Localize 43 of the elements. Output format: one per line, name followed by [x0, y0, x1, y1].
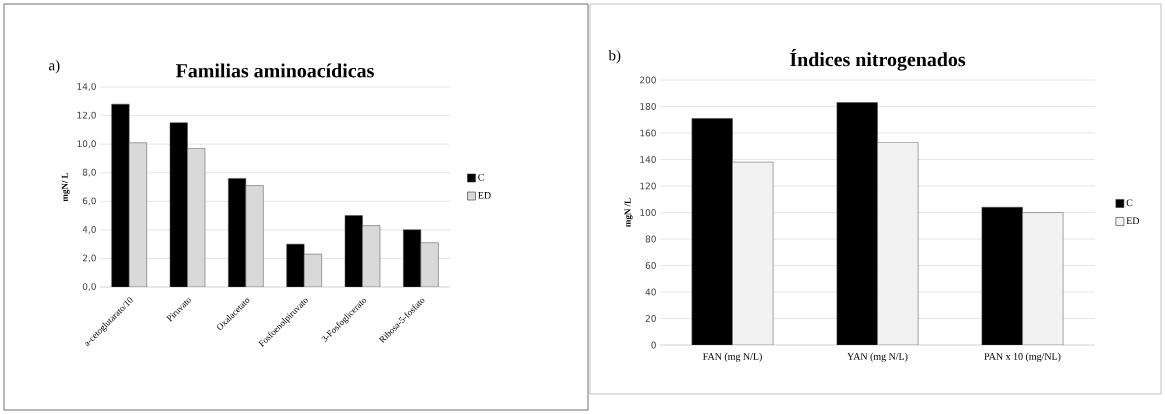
y-tick-label: 180: [640, 103, 656, 110]
x-tick-label: PAN x 10 (mg/NL): [984, 352, 1061, 362]
bar: [691, 118, 733, 345]
y-tick-label: 2,0: [82, 254, 96, 263]
y-tick-label: 4,0: [82, 226, 96, 234]
y-tick-label: 160: [640, 129, 656, 137]
y-axis-title: mgN/ L: [61, 172, 70, 202]
bar: [981, 206, 1023, 345]
y-tick-label: 60: [645, 262, 656, 269]
bar: [1022, 212, 1064, 345]
legend-label: ED: [478, 192, 491, 199]
y-tick-label: 100: [640, 209, 656, 216]
bar: [732, 161, 774, 345]
y-tick-label: 140: [640, 156, 656, 163]
legend-label: C: [1126, 199, 1133, 207]
x-tick-label: YAN (mg N/L): [847, 352, 908, 362]
legend-label: C: [478, 173, 484, 181]
y-tick-label: 14,0: [77, 83, 96, 91]
y-tick-label: 10,0: [77, 140, 96, 148]
y-tick-label: 0: [651, 341, 656, 349]
text: a): [49, 59, 60, 74]
y-tick-label: 40: [645, 288, 656, 296]
y-axis-title: mgN /L: [624, 198, 633, 227]
y-tick-label: 120: [640, 182, 656, 190]
bar: [228, 178, 247, 287]
y-tick-label: 20: [645, 315, 656, 322]
chart-title: Familias aminoacídicas: [176, 63, 374, 78]
bar: [111, 103, 130, 287]
y-tick-label: 80: [645, 235, 656, 243]
text: ED: [1126, 217, 1140, 225]
y-tick-label: 12,0: [77, 111, 96, 120]
bar: [169, 122, 188, 287]
bar: [836, 102, 878, 345]
text: b): [608, 49, 621, 64]
bar: [344, 215, 363, 287]
y-tick-label: 6,0: [82, 197, 96, 206]
chart-title: Índices nitrogenados: [790, 49, 966, 71]
y-tick-label: 200: [640, 76, 656, 84]
x-tick-label: FAN (mg N/L): [703, 352, 762, 362]
bar: [877, 142, 919, 345]
bar: [286, 243, 305, 287]
y-tick-label: 0,0: [82, 283, 96, 291]
y-tick-label: 8,0: [82, 168, 96, 177]
